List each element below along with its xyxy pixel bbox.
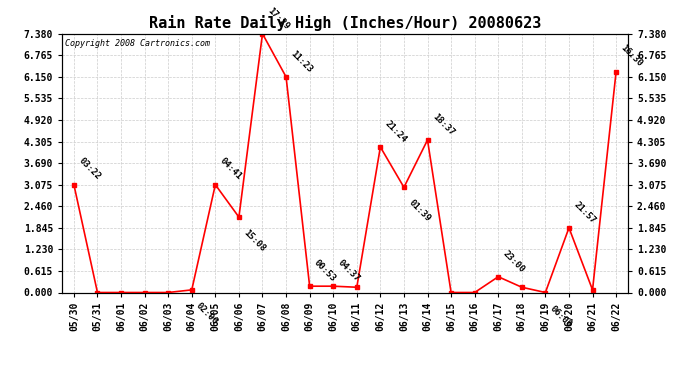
Text: 23:00: 23:00 (501, 249, 526, 274)
Text: 04:37: 04:37 (336, 258, 362, 284)
Text: 16:30: 16:30 (619, 44, 644, 69)
Text: 00:53: 00:53 (313, 258, 338, 284)
Text: Copyright 2008 Cartronics.com: Copyright 2008 Cartronics.com (65, 39, 210, 48)
Text: 15:08: 15:08 (241, 228, 267, 254)
Title: Rain Rate Daily High (Inches/Hour) 20080623: Rain Rate Daily High (Inches/Hour) 20080… (149, 15, 541, 31)
Text: 21:57: 21:57 (572, 200, 597, 225)
Text: 17:29: 17:29 (265, 6, 290, 31)
Text: 01:39: 01:39 (406, 198, 432, 224)
Text: 03:22: 03:22 (77, 156, 102, 182)
Text: 21:24: 21:24 (383, 119, 408, 144)
Text: 18:37: 18:37 (431, 112, 455, 137)
Text: 04:41: 04:41 (218, 156, 244, 182)
Text: 11:23: 11:23 (289, 49, 314, 74)
Text: 02:00: 02:00 (195, 301, 220, 326)
Text: 06:00: 06:00 (548, 304, 573, 329)
